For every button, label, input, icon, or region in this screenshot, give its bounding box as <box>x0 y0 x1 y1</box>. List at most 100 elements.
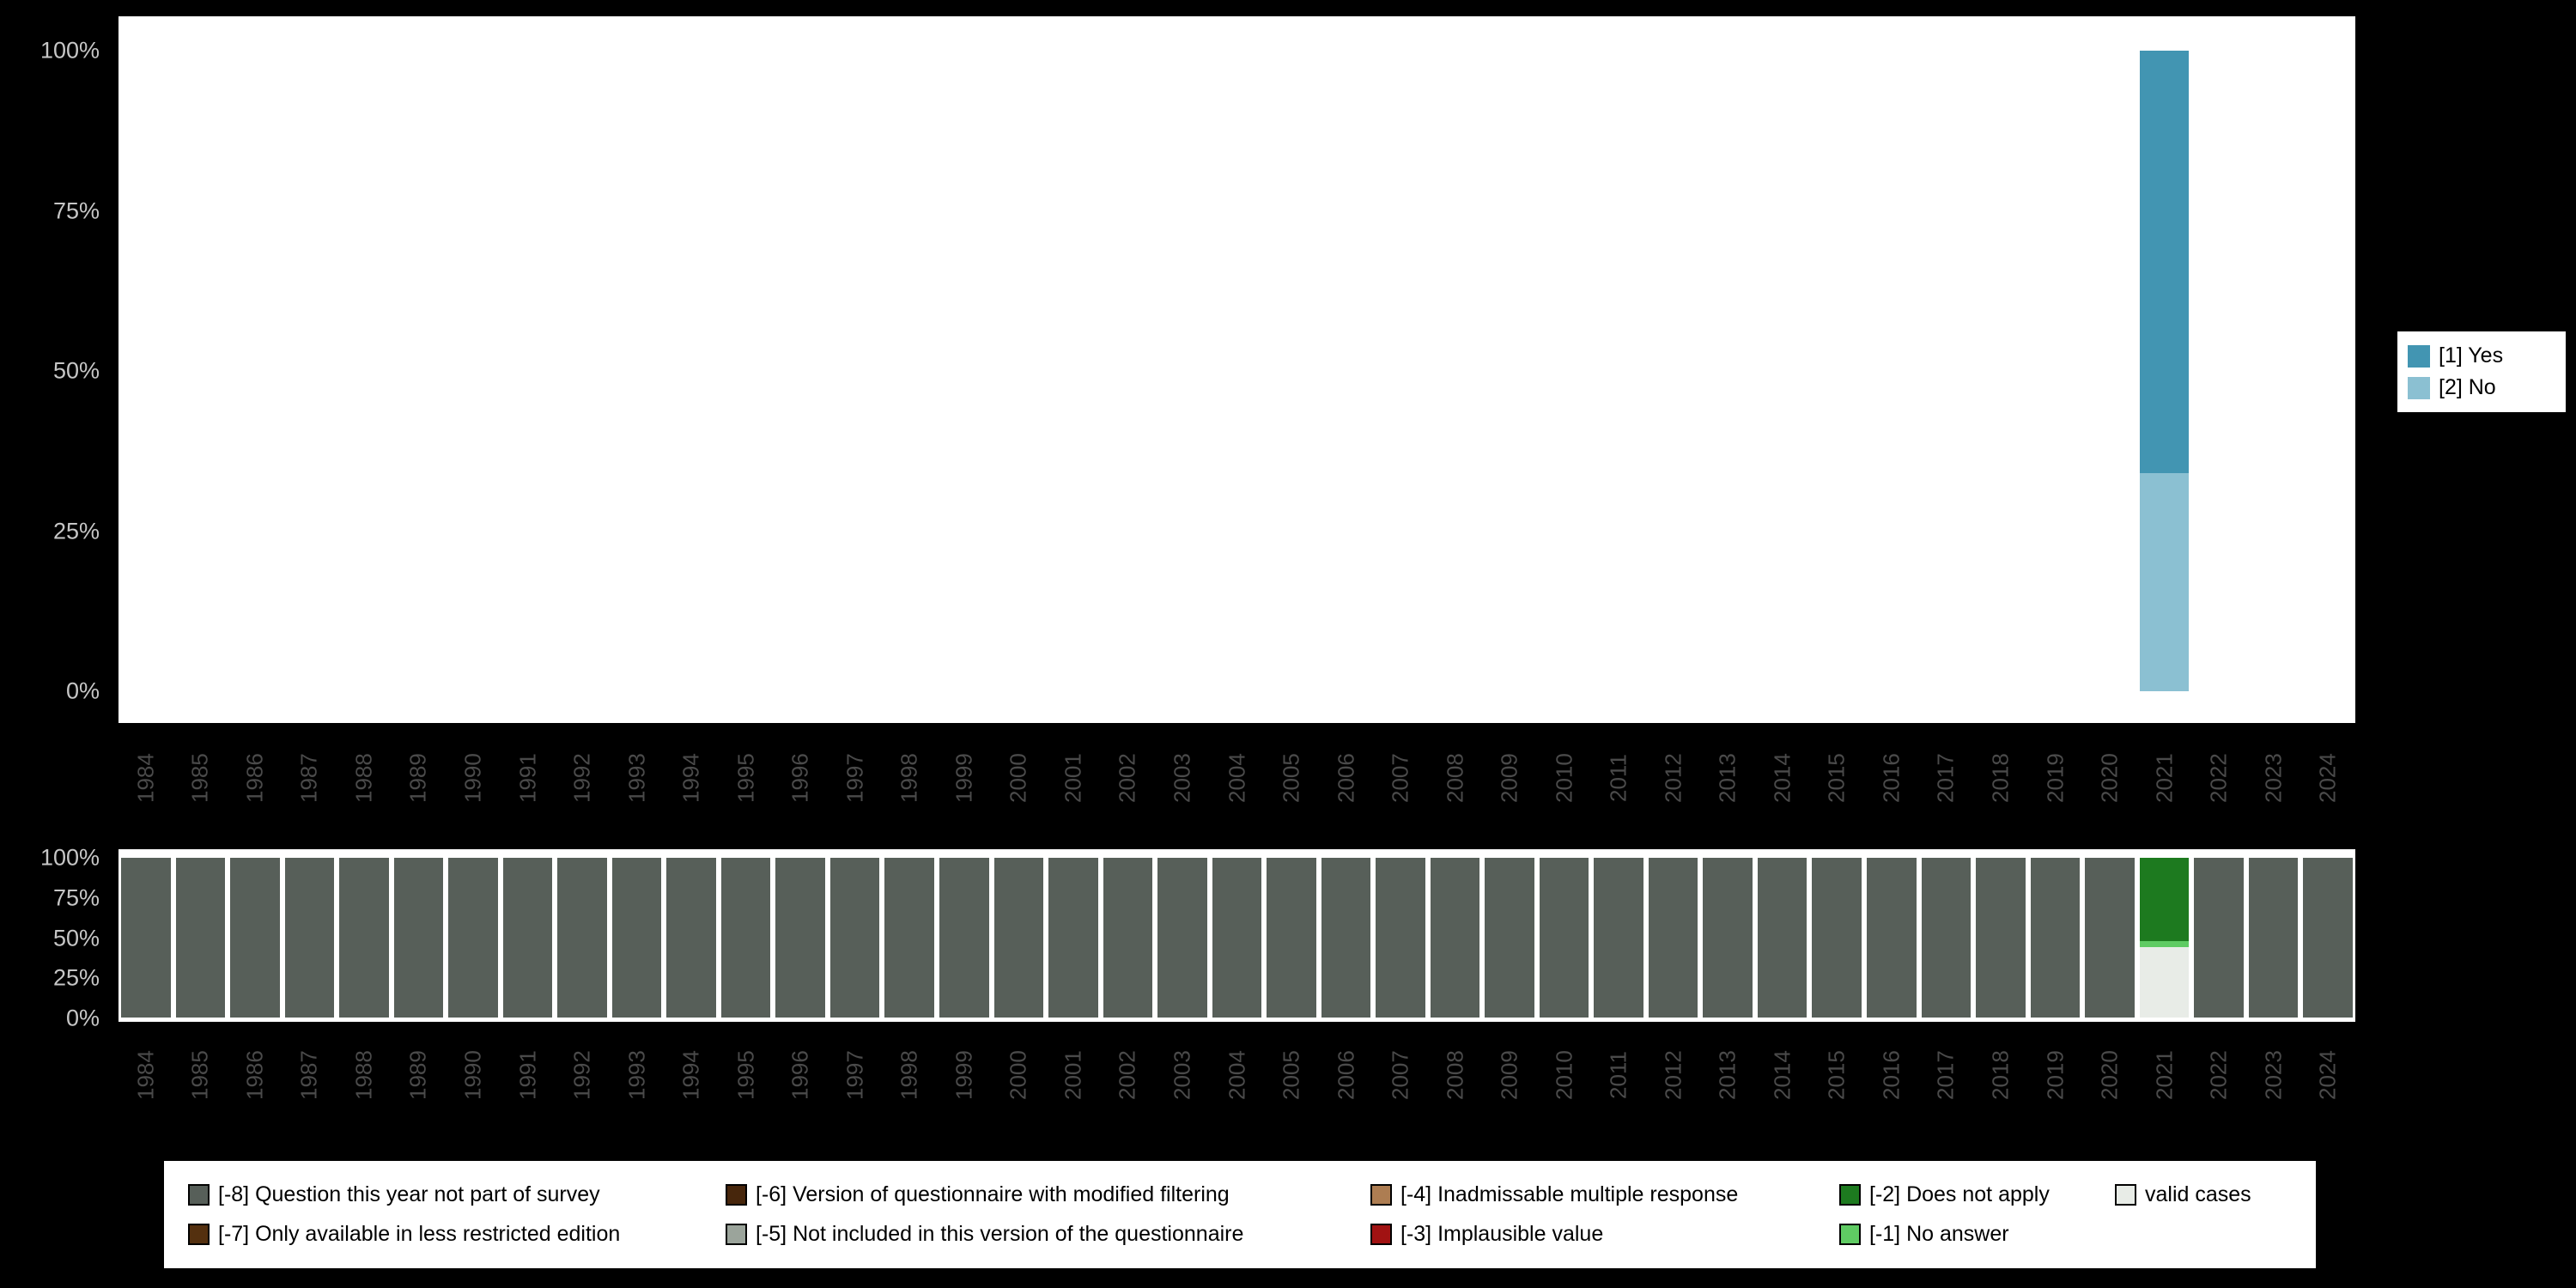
response-chart-bars <box>118 51 2355 691</box>
bar-1999 <box>937 858 992 1018</box>
x-tick-label: 1997 <box>841 1050 868 1100</box>
x-tick-label: 1994 <box>677 753 704 803</box>
x-tick-label: 2019 <box>2042 753 2069 803</box>
bar-segment <box>121 858 171 1018</box>
x-tick-label: 2011 <box>1605 754 1631 802</box>
response-chart-y-axis: 100% 75% 50% 25% 0% <box>0 38 108 704</box>
bar-segment <box>2085 858 2135 1018</box>
legend-entry: [-6] Version of questionnaire with modif… <box>726 1182 1370 1207</box>
bar-2005 <box>1264 858 1319 1018</box>
x-tick-label: 1993 <box>623 753 650 803</box>
legend-label: [-6] Version of questionnaire with modif… <box>756 1182 1230 1206</box>
bar-1985 <box>173 51 228 691</box>
bar-segment <box>2139 858 2190 941</box>
y-tick-label: 100% <box>39 844 100 871</box>
bar-2019 <box>2028 858 2083 1018</box>
bar-1995 <box>719 51 774 691</box>
bar-2011 <box>1591 858 1646 1018</box>
bar-segment <box>1976 858 2026 1018</box>
x-tick-label: 2003 <box>1169 1050 1195 1100</box>
bar-1992 <box>555 858 610 1018</box>
legend-label: [1] Yes <box>2439 343 2504 368</box>
x-tick-label: 2010 <box>1551 1050 1577 1100</box>
legend-entry: [2] No <box>2408 375 2555 400</box>
x-tick-label: 2012 <box>1660 1050 1686 1100</box>
bar-segment <box>939 858 989 1018</box>
bar-segment <box>1812 858 1862 1018</box>
bar-2009 <box>1482 858 1537 1018</box>
x-tick-label: 1992 <box>568 1050 595 1100</box>
x-tick-label: 2002 <box>1114 1050 1140 1100</box>
x-tick-label: 1986 <box>241 1050 268 1100</box>
bar-segment <box>1157 858 1207 1018</box>
bar-1988 <box>337 858 392 1018</box>
bar-2016 <box>1864 51 1919 691</box>
legend-swatch <box>188 1183 210 1206</box>
bar-2020 <box>2082 858 2137 1018</box>
bar-1991 <box>501 51 556 691</box>
x-tick-label: 2018 <box>1987 1050 2014 1100</box>
x-tick-label: 1993 <box>623 1050 650 1100</box>
bar-2016 <box>1864 858 1919 1018</box>
x-tick-label: 2015 <box>1823 753 1850 803</box>
bar-1988 <box>337 51 392 691</box>
bar-2006 <box>1319 858 1374 1018</box>
x-tick-label: 2023 <box>2260 1050 2287 1100</box>
bar-2002 <box>1101 51 1156 691</box>
legend-swatch <box>726 1183 747 1206</box>
x-tick-label: 2006 <box>1333 753 1359 803</box>
bar-segment <box>1757 858 1807 1018</box>
x-tick-label: 2016 <box>1878 1050 1905 1100</box>
legend-entry: [-7] Only available in less restricted e… <box>188 1222 726 1247</box>
bar-2014 <box>1755 858 1810 1018</box>
bar-segment <box>775 858 825 1018</box>
x-tick-label: 1988 <box>350 1050 377 1100</box>
x-tick-label: 1990 <box>459 1050 486 1100</box>
x-tick-label: 2003 <box>1169 753 1195 803</box>
bar-segment <box>1485 858 1534 1018</box>
x-tick-label: 2013 <box>1714 753 1741 803</box>
bar-segment <box>720 858 771 1018</box>
bar-segment <box>557 858 607 1018</box>
x-tick-label: 2012 <box>1660 753 1686 803</box>
bar-2008 <box>1428 858 1483 1018</box>
legend-entry: [-2] Does not apply <box>1839 1182 2115 1207</box>
x-tick-label: 2008 <box>1442 1050 1468 1100</box>
bar-segment <box>393 858 444 1018</box>
bar-segment <box>829 858 880 1018</box>
bar-segment <box>2139 940 2190 948</box>
bar-1989 <box>392 858 447 1018</box>
legend-label: [-8] Question this year not part of surv… <box>218 1182 600 1206</box>
bar-2003 <box>1155 858 1210 1018</box>
bar-1998 <box>882 858 937 1018</box>
bar-2007 <box>1373 858 1428 1018</box>
x-tick-label: 2002 <box>1114 753 1140 803</box>
legend-label: [-3] Implausible value <box>1400 1222 1604 1247</box>
y-tick-label: 50% <box>52 925 100 951</box>
legend-swatch <box>1370 1224 1392 1246</box>
bar-segment <box>1539 858 1589 1018</box>
legend-label: [2] No <box>2439 375 2496 399</box>
bar-segment <box>1921 858 1971 1018</box>
bar-segment <box>2139 473 2190 691</box>
bar-2021 <box>2137 51 2192 691</box>
bar-1997 <box>828 858 883 1018</box>
legend-swatch <box>1839 1224 1861 1246</box>
legend-label: [-5] Not included in this version of the… <box>756 1222 1244 1247</box>
bar-2007 <box>1373 51 1428 691</box>
bar-1996 <box>773 858 828 1018</box>
bar-segment <box>1212 858 1262 1018</box>
bar-1994 <box>664 51 719 691</box>
x-tick-label: 2009 <box>1496 1050 1522 1100</box>
bar-2011 <box>1591 51 1646 691</box>
x-tick-label: 2007 <box>1387 1050 1413 1100</box>
bar-2022 <box>2191 858 2246 1018</box>
x-tick-label: 2007 <box>1387 753 1413 803</box>
bar-1994 <box>664 858 719 1018</box>
x-tick-label: 1998 <box>896 753 922 803</box>
legend-entry: [-5] Not included in this version of the… <box>726 1222 1370 1247</box>
x-tick-label: 2021 <box>2151 753 2178 803</box>
bar-segment <box>2139 51 2190 474</box>
legend-label: [-4] Inadmissable multiple response <box>1400 1182 1739 1206</box>
bar-1999 <box>937 51 992 691</box>
